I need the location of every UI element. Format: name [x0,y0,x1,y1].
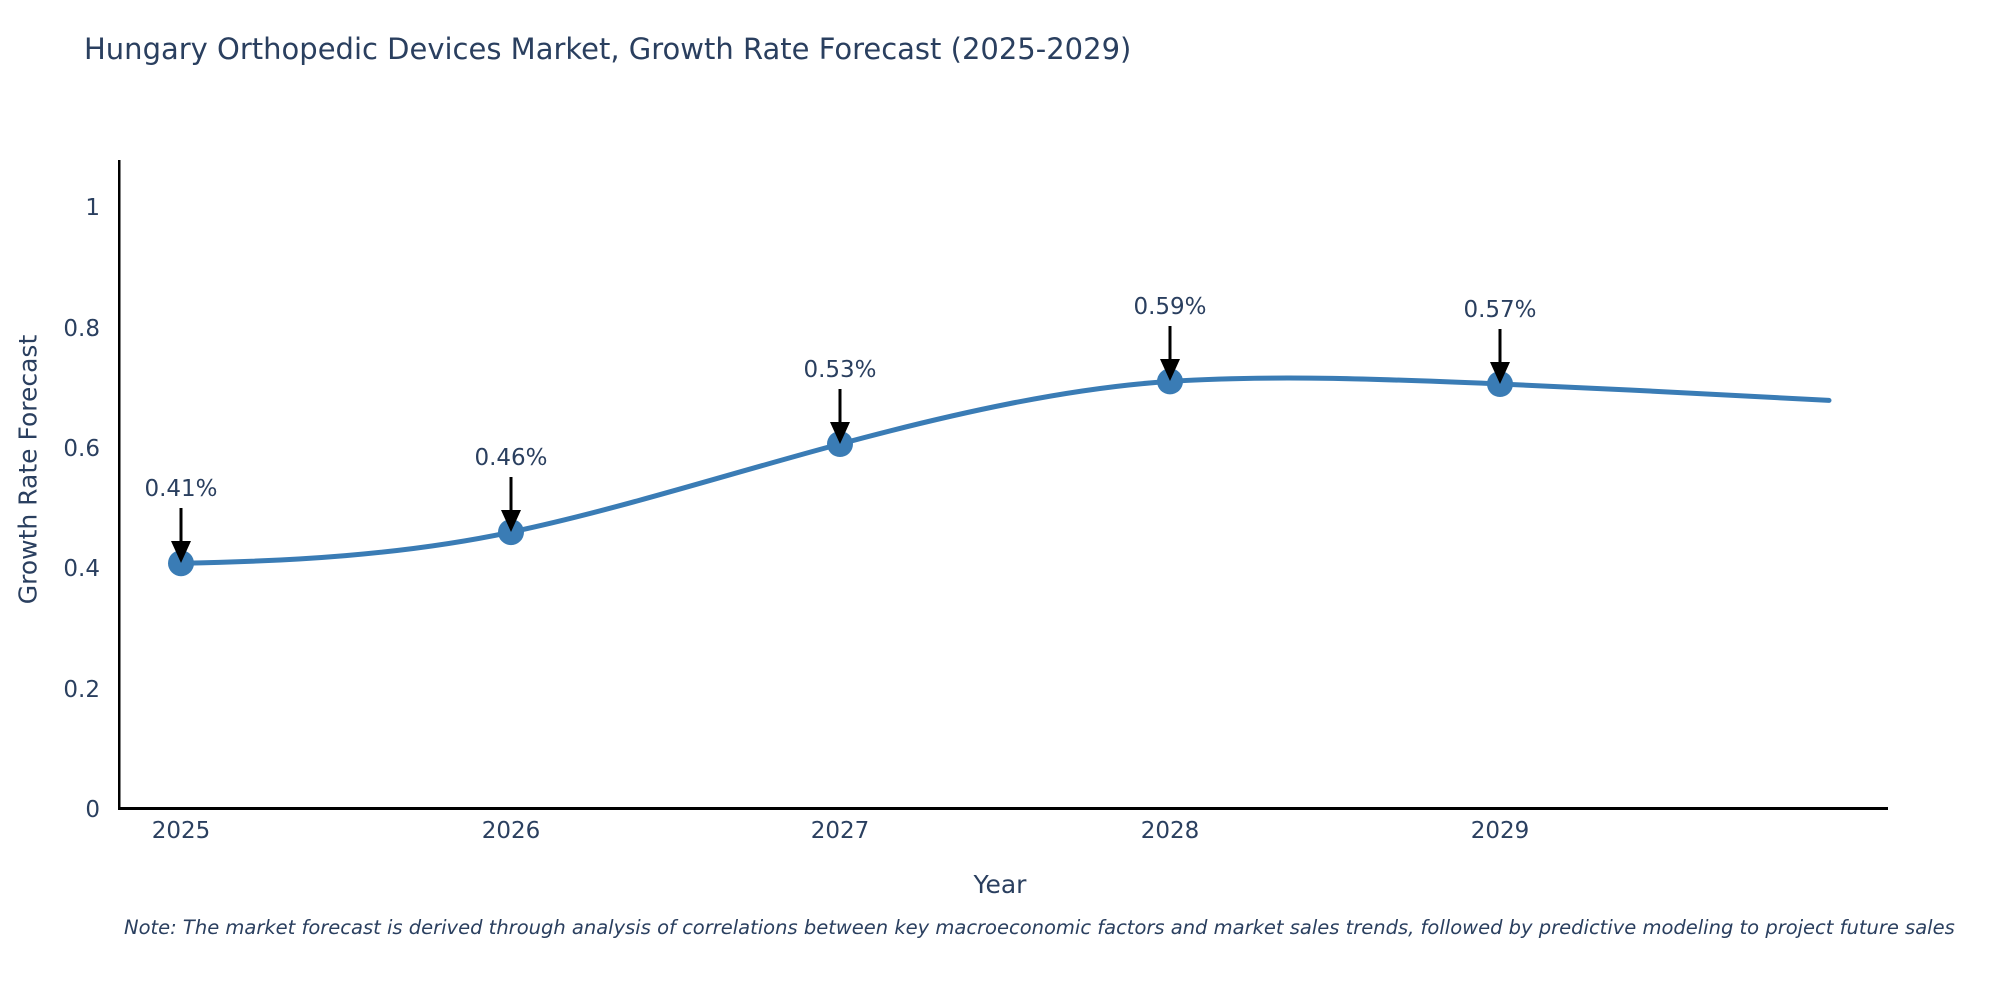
x-tick-2026: 2026 [481,818,541,844]
y-tick-0.8: 0.8 [63,315,100,342]
y-tick-0.2: 0.2 [63,676,100,703]
series-line-growth-rate [178,375,1832,566]
y-tick-0.4: 0.4 [63,556,100,583]
chart-title: Hungary Orthopedic Devices Market, Growt… [84,32,1132,66]
x-axis-title: Year [973,870,1027,899]
point-label-2028: 0.59% [1133,294,1207,320]
x-axis-tick-labels: 2025 2026 2027 2028 2029 [0,818,2000,858]
x-tick-2027: 2027 [810,818,870,844]
y-axis-title: Growth Rate Forecast [13,334,43,605]
data-point-2028[interactable] [1157,368,1183,395]
annotation-arrow-2028 [1160,326,1180,381]
point-label-2025: 0.41% [144,476,218,502]
annotation-arrow-2027 [830,389,850,444]
annotation-arrow-2025 [171,508,191,563]
chart-footnote: Note: The market forecast is derived thr… [124,916,1955,939]
y-tick-0: 0 [85,797,100,823]
annotation-arrow-2029 [1490,329,1510,384]
data-point-2025[interactable] [168,550,194,577]
annotation-arrow-2026 [501,477,521,532]
x-tick-2029: 2029 [1470,818,1530,844]
plot-area: 0.41% 0.46% 0.53% 0.59% 0.57% [118,160,1888,810]
point-label-2026: 0.46% [474,445,548,471]
point-label-2027: 0.53% [803,357,877,383]
y-tick-0.6: 0.6 [63,435,100,462]
x-tick-2025: 2025 [151,818,211,844]
y-axis-tick-labels: 0 0.2 0.4 0.6 0.8 1 [0,160,100,823]
data-point-2026[interactable] [498,519,524,546]
point-label-2029: 0.57% [1463,297,1537,323]
x-tick-2028: 2028 [1140,818,1200,844]
line-chart-svg [118,160,1888,810]
y-tick-1: 1 [85,195,100,222]
